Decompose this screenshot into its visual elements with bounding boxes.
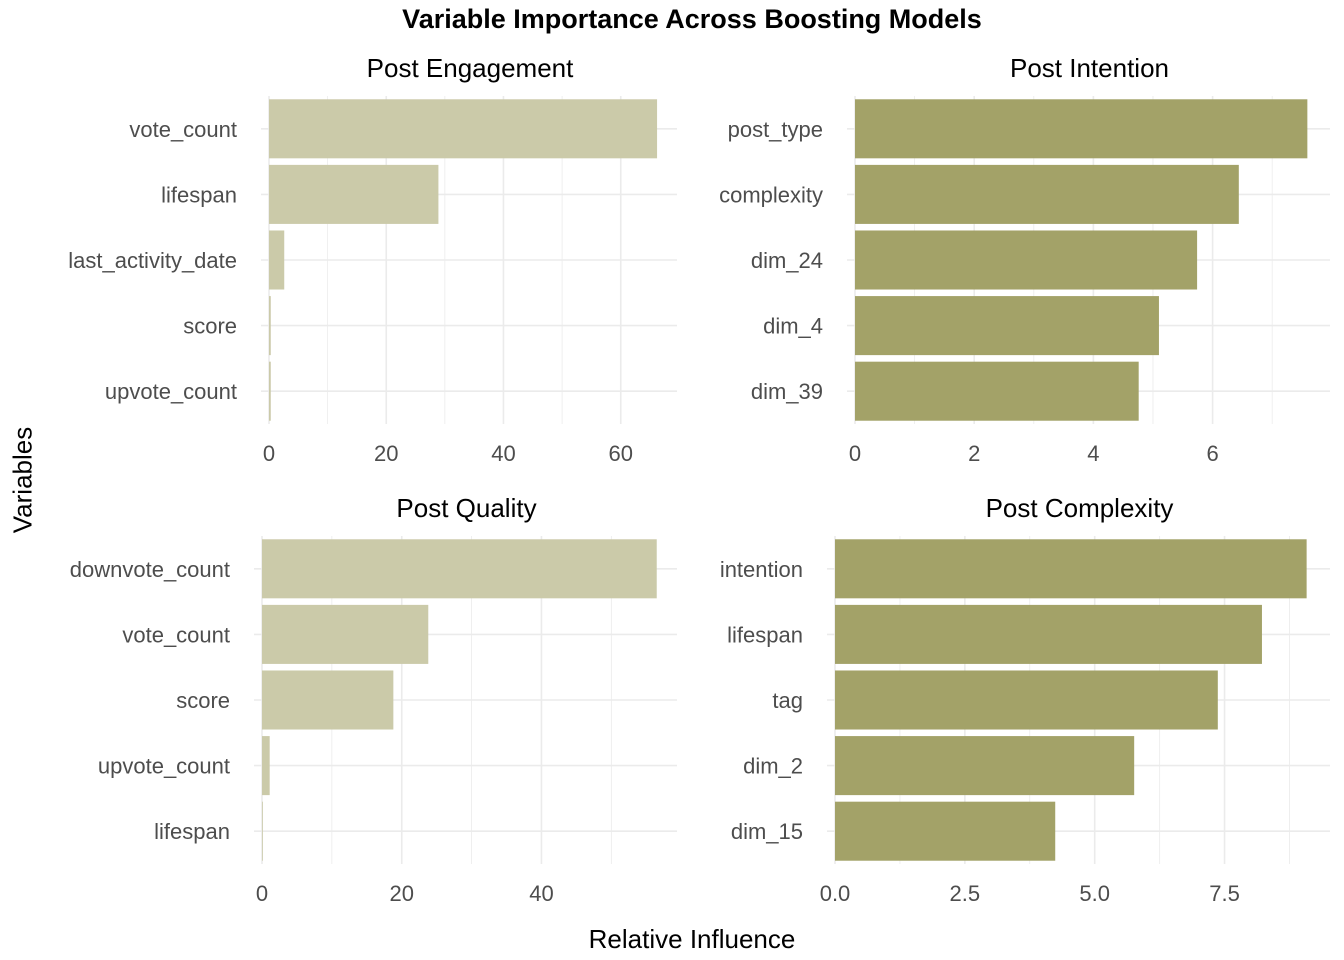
x-tick-label: 2.5 bbox=[950, 881, 981, 906]
x-tick-label: 5.0 bbox=[1079, 881, 1110, 906]
y-tick-label: dim_2 bbox=[743, 754, 803, 779]
y-tick-label: score bbox=[176, 688, 230, 713]
y-tick-label: dim_24 bbox=[751, 248, 823, 273]
x-tick-label: 0 bbox=[849, 441, 861, 466]
x-axis-label: Relative Influence bbox=[588, 924, 796, 954]
x-tick-label: 20 bbox=[389, 881, 413, 906]
y-tick-label: dim_4 bbox=[763, 314, 823, 339]
panel-title: Post Quality bbox=[396, 493, 536, 523]
bar-lifespan bbox=[269, 164, 439, 224]
bar-dim_2 bbox=[835, 736, 1135, 796]
bar-vote_count bbox=[269, 99, 658, 159]
bar-last_activity_date bbox=[269, 230, 285, 290]
panel-title: Post Intention bbox=[1010, 53, 1169, 83]
y-tick-label: dim_39 bbox=[751, 379, 823, 404]
bar-dim_15 bbox=[835, 801, 1056, 861]
bar-lifespan bbox=[835, 604, 1262, 664]
y-tick-label: downvote_count bbox=[70, 557, 230, 582]
x-tick-label: 20 bbox=[374, 441, 398, 466]
bar-post_type bbox=[855, 99, 1308, 159]
y-tick-label: score bbox=[183, 314, 237, 339]
y-tick-label: last_activity_date bbox=[68, 248, 237, 273]
bar-dim_24 bbox=[855, 230, 1198, 290]
x-tick-label: 0 bbox=[263, 441, 275, 466]
bar-downvote_count bbox=[262, 539, 657, 599]
bar-score bbox=[262, 670, 394, 730]
chart-title: Variable Importance Across Boosting Mode… bbox=[402, 4, 982, 34]
bar-upvote_count bbox=[262, 736, 270, 796]
x-tick-label: 40 bbox=[529, 881, 553, 906]
x-tick-label: 0.0 bbox=[820, 881, 851, 906]
x-tick-label: 0 bbox=[256, 881, 268, 906]
x-tick-label: 60 bbox=[608, 441, 632, 466]
y-tick-label: lifespan bbox=[161, 182, 237, 207]
y-tick-label: complexity bbox=[719, 182, 823, 207]
y-tick-label: dim_15 bbox=[731, 819, 803, 844]
panel-title: Post Engagement bbox=[367, 53, 574, 83]
bar-lifespan bbox=[262, 801, 263, 861]
y-tick-label: vote_count bbox=[122, 622, 230, 647]
x-tick-label: 4 bbox=[1087, 441, 1099, 466]
y-tick-label: intention bbox=[720, 557, 803, 582]
bar-score bbox=[269, 296, 271, 356]
y-tick-label: lifespan bbox=[727, 622, 803, 647]
y-tick-label: lifespan bbox=[154, 819, 230, 844]
y-tick-label: post_type bbox=[728, 117, 823, 142]
x-tick-label: 40 bbox=[491, 441, 515, 466]
bar-tag bbox=[835, 670, 1218, 730]
bar-upvote_count bbox=[269, 361, 271, 421]
panel-title: Post Complexity bbox=[986, 493, 1174, 523]
y-tick-label: upvote_count bbox=[105, 379, 237, 404]
bar-complexity bbox=[855, 164, 1239, 224]
x-tick-label: 7.5 bbox=[1209, 881, 1240, 906]
bar-vote_count bbox=[262, 604, 429, 664]
y-tick-label: vote_count bbox=[129, 117, 237, 142]
bar-intention bbox=[835, 539, 1307, 599]
x-tick-label: 6 bbox=[1206, 441, 1218, 466]
y-tick-label: upvote_count bbox=[98, 754, 230, 779]
y-tick-label: tag bbox=[772, 688, 803, 713]
x-tick-label: 2 bbox=[968, 441, 980, 466]
bar-dim_39 bbox=[855, 361, 1139, 421]
bar-dim_4 bbox=[855, 296, 1159, 356]
